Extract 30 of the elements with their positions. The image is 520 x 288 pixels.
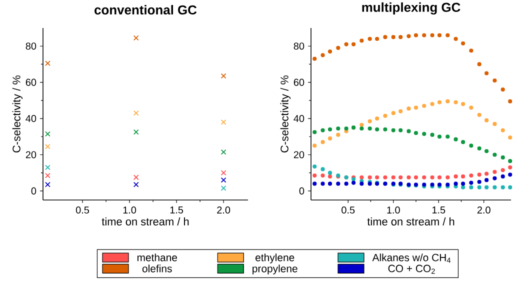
x-tick-label: 2.0 xyxy=(217,206,230,214)
x-tick-label: 0.5 xyxy=(342,206,355,214)
legend-label: methane xyxy=(137,254,178,262)
x-tick-label: 1.0 xyxy=(387,206,400,214)
y-tick-label: 80 xyxy=(294,42,304,50)
legend-label: olefins xyxy=(142,264,172,272)
legend-label: ethylene xyxy=(256,254,294,264)
y-tick-label: 20 xyxy=(26,151,36,158)
legend-label: propylene xyxy=(252,264,298,274)
x-axis-title: time on stream / h xyxy=(367,217,454,226)
x-tick-label: 1.5 xyxy=(432,206,446,214)
x-tick-label: 1.5 xyxy=(170,206,184,214)
x-tick-label: 1.0 xyxy=(123,206,136,214)
y-tick-label: 0 xyxy=(31,187,36,194)
y-tick-label: 40 xyxy=(294,115,304,122)
x-tick-label: 2.0 xyxy=(477,206,490,214)
y-tick-label: 40 xyxy=(26,115,36,122)
y-tick-label: 60 xyxy=(294,78,304,86)
chart-title: conventional GC xyxy=(94,5,197,15)
chart-title: multiplexing GC xyxy=(362,2,460,15)
y-tick-label: 20 xyxy=(294,151,304,158)
y-axis-title: C-selectivity / % xyxy=(12,75,23,152)
legend-label: CO + CO$_{2}$ xyxy=(388,264,435,274)
y-tick-label: 80 xyxy=(26,42,36,50)
y-axis-title: C-selectivity / % xyxy=(280,75,291,152)
legend-label: Alkanes w/o CH$_{4}$ xyxy=(372,254,451,263)
y-tick-label: 60 xyxy=(26,78,36,86)
x-tick-label: 0.5 xyxy=(76,206,90,214)
x-axis-title: time on stream / h xyxy=(102,217,189,226)
y-tick-label: 0 xyxy=(299,187,304,194)
